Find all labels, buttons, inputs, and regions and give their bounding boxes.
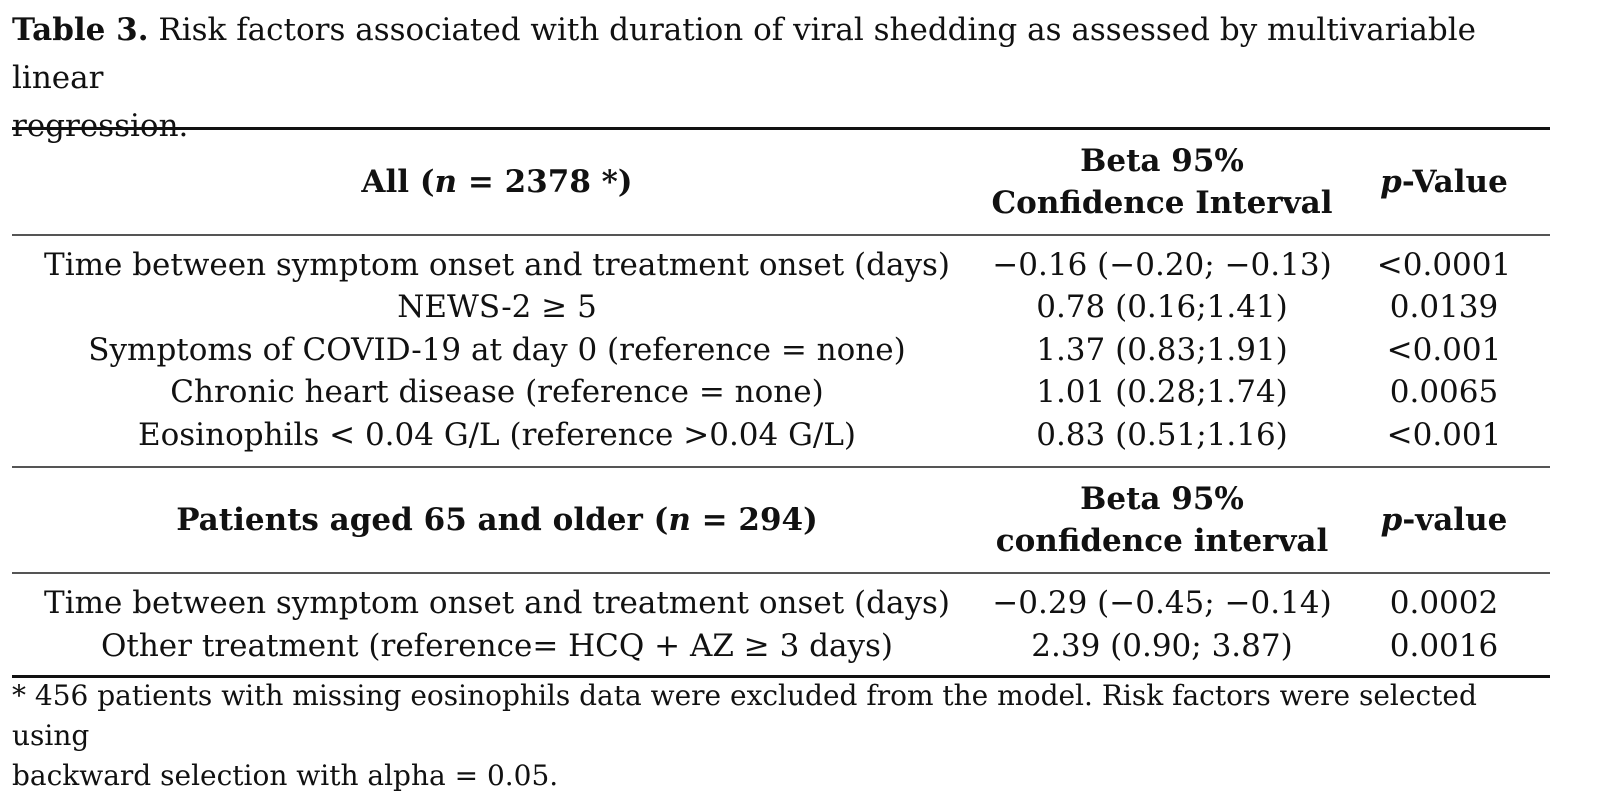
table-row-pvalue: 0.0139 <box>1389 289 1499 325</box>
table-row-pvalue: 0.0016 <box>1389 628 1499 664</box>
table-row-factor: NEWS-2 ≥ 5 <box>397 289 597 325</box>
all-header-pvalue: p-Value <box>1380 164 1508 200</box>
table-row-factor: Other treatment (reference= HCQ + AZ ≥ 3… <box>100 628 894 664</box>
table-row-beta: 0.78 (0.16;1.41) <box>1036 289 1288 325</box>
table-row-beta: 2.39 (0.90; 3.87) <box>1031 628 1293 664</box>
caption-label: Table 3. <box>12 12 149 48</box>
table-row-pvalue: <0.0001 <box>1376 247 1512 283</box>
table-row-beta: −0.16 (−0.20; −0.13) <box>992 247 1332 283</box>
table-row-factor: Eosinophils < 0.04 G/L (reference >0.04 … <box>137 417 856 453</box>
caption-line-1: Table 3. Risk factors associated with du… <box>12 6 1572 102</box>
caption-line-2: regression. <box>12 108 189 144</box>
older-header-rule <box>12 572 1550 574</box>
table-caption: Table 3. Risk factors associated with du… <box>12 6 1572 150</box>
older-header-label: Patients aged 65 and older (n = 294) <box>176 502 818 538</box>
table-row-beta: −0.29 (−0.45; −0.14) <box>992 585 1332 621</box>
table-row-beta: 0.83 (0.51;1.16) <box>1036 417 1288 453</box>
table-bottom-rule <box>12 675 1550 678</box>
table-row-factor: Time between symptom onset and treatment… <box>44 585 950 621</box>
older-header-pvalue: p-value <box>1380 502 1508 538</box>
table-top-rule <box>12 127 1550 130</box>
footnote-line-2: backward selection with alpha = 0.05. <box>12 759 559 792</box>
caption-text: Risk factors associated with duration of… <box>12 12 1477 96</box>
older-header-beta: Beta 95% confidence interval <box>995 481 1329 559</box>
all-header-rule <box>12 234 1550 236</box>
table-row-factor: Chronic heart disease (reference = none) <box>170 374 824 410</box>
section-divider-rule <box>12 466 1550 468</box>
table-row-pvalue: 0.0002 <box>1389 585 1499 621</box>
table-row-pvalue: <0.001 <box>1386 332 1502 368</box>
table-row-factor: Symptoms of COVID-19 at day 0 (reference… <box>88 332 906 368</box>
footnote-line-1: * 456 patients with missing eosinophils … <box>12 679 1477 752</box>
all-header-label: All (n = 2378 *) <box>361 164 633 200</box>
table-row-beta: 1.01 (0.28;1.74) <box>1036 374 1288 410</box>
table-row-beta: 1.37 (0.83;1.91) <box>1036 332 1288 368</box>
table-row-pvalue: 0.0065 <box>1389 374 1499 410</box>
all-header-beta: Beta 95% Confidence Interval <box>991 143 1333 221</box>
table-row-factor: Time between symptom onset and treatment… <box>44 247 950 283</box>
table-row-pvalue: <0.001 <box>1386 417 1502 453</box>
table-footnote: * 456 patients with missing eosinophils … <box>12 676 1552 796</box>
